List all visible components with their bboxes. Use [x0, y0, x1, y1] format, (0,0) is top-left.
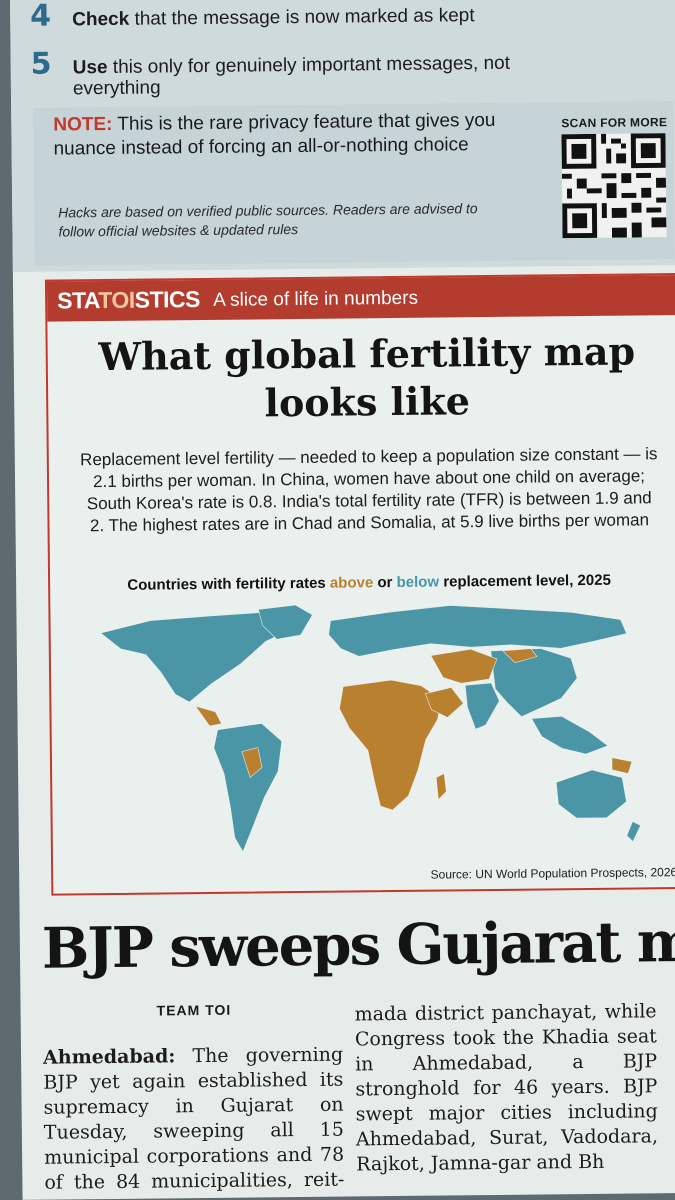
north-america [99, 610, 302, 703]
note-label: NOTE: [53, 113, 113, 136]
step-verb: Use [72, 56, 108, 79]
infographic-title: What global fertility map looks like [98, 328, 636, 426]
madagascar [435, 773, 447, 801]
southeast-asia [531, 715, 609, 755]
south-america [213, 723, 283, 853]
disclaimer: Hacks are based on verified public sourc… [58, 200, 478, 240]
papua [611, 757, 633, 774]
central-asia [430, 648, 498, 684]
article-headline: BJP sweeps Gujarat mun [41, 908, 675, 982]
infographic-body: Replacement level fertility — needed to … [80, 444, 658, 536]
step-verb: Check [72, 8, 130, 31]
dateline: Ahmedabad: [42, 1045, 176, 1069]
section-tagline: A slice of life in numbers [213, 287, 419, 311]
new-zealand [626, 821, 642, 843]
legend-above: above [329, 574, 374, 592]
statoistics-logo: STATOISTICS [57, 286, 201, 314]
above-replacement-regions [194, 648, 633, 811]
article-column-1: Ahmedabad: The governing BJP yet again e… [43, 1043, 345, 1200]
step-text: that the message is now marked as kept [134, 5, 475, 30]
greenland [258, 604, 313, 640]
india [464, 682, 500, 730]
map-caption: Countries with fertility rates above or … [127, 571, 611, 594]
europe-russia [328, 605, 628, 657]
step-number: 5 [30, 46, 52, 82]
scan-label: SCAN FOR MORE [561, 115, 668, 131]
asia [490, 648, 578, 718]
africa [339, 679, 442, 811]
australia [555, 769, 627, 819]
tips-box: 4 Check that the message is now marked a… [10, 0, 675, 272]
qr-code-icon[interactable] [561, 133, 667, 239]
world-fertility-map [99, 604, 642, 853]
mongolia [502, 648, 538, 664]
step-number: 4 [29, 0, 52, 34]
article-byline: TEAM TOI [156, 1001, 232, 1019]
statoistics-panel: STATOISTICS A slice of life in numbers W… [44, 272, 675, 896]
article-column-2: mada district panchayat, while Congress … [354, 1000, 659, 1176]
below-replacement-regions [99, 604, 642, 853]
legend-below: below [396, 573, 440, 591]
central-america [194, 705, 223, 727]
source-note: Source: UN World Population Prospects, 2… [430, 865, 675, 882]
andes [241, 747, 263, 779]
newspaper-page: 4 Check that the message is now marked a… [10, 0, 675, 1200]
note-body: This is the rare privacy feature that gi… [53, 109, 496, 160]
middle-east-arabia [424, 687, 464, 718]
note-text: NOTE: This is the rare privacy feature t… [53, 109, 523, 162]
note-box: NOTE: This is the rare privacy feature t… [33, 101, 675, 266]
section-band: STATOISTICS A slice of life in numbers [46, 274, 675, 322]
step-text: this only for genuinely important messag… [72, 52, 511, 100]
